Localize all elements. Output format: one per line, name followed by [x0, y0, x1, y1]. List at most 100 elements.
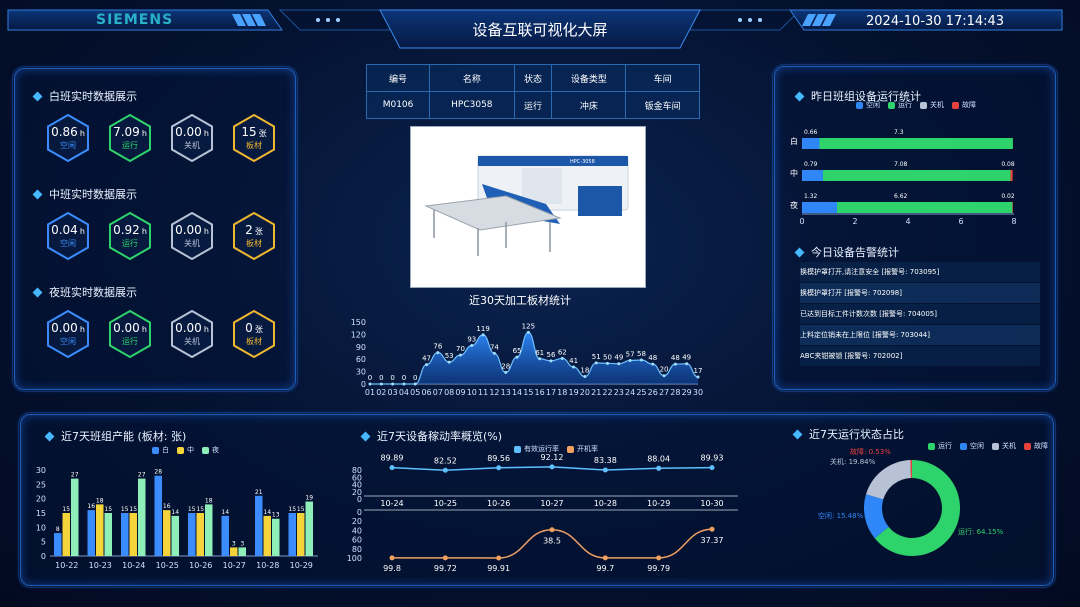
y-tick-label: 0 [357, 495, 362, 504]
bar-label: 14 [263, 509, 271, 516]
alarm-item[interactable]: 换模护罩打开,请注意安全 [报警号: 703095] [800, 262, 1040, 282]
metric-label: 运行 [122, 238, 138, 248]
metric-hexagon: 7.09 h 运行 [108, 114, 152, 162]
x-tick-label: 26 [648, 388, 658, 397]
data-label: 50 [603, 353, 612, 361]
x-tick-label: 21 [591, 388, 601, 397]
alarm-item[interactable]: ABC夹钳被锁 [报警号: 702002] [800, 346, 1040, 366]
table-cell: HPC3058 [429, 91, 515, 119]
legend-item[interactable]: 空闲 [856, 100, 880, 110]
bar [129, 513, 137, 556]
metric-label: 空闲 [60, 336, 76, 346]
y-tick-label: 0 [357, 508, 362, 517]
legend-item[interactable]: 故障 [1024, 441, 1048, 451]
stack-bar [822, 170, 1011, 181]
y-tick-label: 150 [351, 318, 366, 327]
metric-hexagon: 2 张板材 [232, 212, 276, 260]
data-point [549, 464, 555, 470]
bar-label: 27 [71, 472, 79, 479]
legend-item[interactable]: 关机 [992, 441, 1016, 451]
legend-item[interactable]: 空闲 [960, 441, 984, 451]
x-tick-label: 28 [670, 388, 680, 397]
data-label: 20 [660, 366, 669, 374]
table-header-cell: 编号 [365, 64, 431, 92]
y-tick-label: 30 [36, 466, 46, 475]
legend-item[interactable]: 中 [177, 445, 194, 455]
metric-hexagon: 0.00 h 空闲 [46, 310, 90, 358]
data-label: 51 [592, 353, 601, 361]
bar [255, 495, 263, 556]
legend-item[interactable]: 关机 [920, 100, 944, 110]
data-point [594, 361, 598, 365]
data-label: 48 [671, 354, 680, 362]
bar [62, 513, 70, 556]
category-label: 中 [790, 168, 798, 178]
x-tick-label: 24 [625, 388, 635, 397]
data-label: 65 [513, 347, 522, 355]
legend-item[interactable]: 开机率 [567, 444, 598, 454]
x-tick-label: 10-29 [647, 499, 670, 508]
data-label: 1.32 [804, 193, 818, 200]
legend-label: 空闲 [970, 442, 984, 450]
data-label: 49 [682, 354, 691, 362]
legend-item[interactable]: 故障 [952, 100, 976, 110]
oee-legend: 有效运行率 开机率 [514, 444, 598, 454]
legend-swatch [177, 446, 184, 454]
bar-label: 15 [62, 506, 70, 513]
x-tick-label: 10-24 [380, 499, 403, 508]
legend-item[interactable]: 运行 [928, 441, 952, 451]
metric-value: 0.00 h [175, 124, 209, 139]
x-tick-label: 25 [636, 388, 646, 397]
data-label: 56 [547, 351, 556, 359]
metric-label: 关机 [184, 238, 200, 248]
x-tick-label: 10 [467, 388, 477, 397]
alarm-item[interactable]: 换模护罩打开 [报警号: 702098] [800, 283, 1040, 303]
x-tick-label: 12 [489, 388, 499, 397]
y-tick-label: 120 [351, 330, 366, 339]
x-tick-label: 10-28 [594, 499, 617, 508]
data-point [602, 467, 608, 473]
y-tick-label: 0 [361, 380, 366, 389]
legend-item[interactable]: 白 [152, 445, 169, 455]
legend-item[interactable]: 运行 [888, 100, 912, 110]
data-point [685, 362, 689, 366]
data-label: 83.38 [594, 456, 617, 465]
alarm-item[interactable]: 已达到目标工件计数次数 [报警号: 704005] [800, 304, 1040, 324]
metric-label: 关机 [184, 140, 200, 150]
pie-slice [864, 494, 889, 539]
x-tick-label: 29 [682, 388, 692, 397]
legend-item[interactable]: 有效运行率 [514, 444, 559, 454]
data-point [656, 555, 662, 561]
legend-item[interactable]: 夜 [202, 445, 219, 455]
data-label: 47 [422, 355, 431, 363]
bar [205, 504, 213, 556]
alarm-item[interactable]: 上料定位销未在上限位 [报警号: 703044] [800, 325, 1040, 345]
bar [263, 515, 271, 556]
legend-label: 关机 [930, 101, 944, 109]
slice-label: 关机: 19.84% [830, 457, 876, 466]
data-point [389, 555, 395, 561]
x-tick-label: 10-28 [256, 561, 279, 570]
bar [96, 504, 104, 556]
data-point [628, 358, 632, 362]
bar [87, 510, 95, 556]
datetime: 2024-10-30 17:14:43 [866, 14, 1005, 29]
pie-title: 近7天运行状态占比 [792, 426, 904, 442]
legend-swatch [514, 445, 521, 453]
x-tick-label: 02 [376, 388, 386, 397]
x-tick-label: 01 [365, 388, 375, 397]
shift-title-text: 中班实时数据展示 [49, 188, 137, 201]
legend-label: 中 [187, 446, 194, 454]
data-point [389, 465, 395, 471]
data-label: 89.93 [701, 454, 724, 463]
data-point [496, 555, 502, 561]
data-point [492, 351, 496, 355]
metric-label: 板材 [246, 336, 262, 346]
oee-title: 近7天设备稼动率概览(%) [360, 428, 502, 444]
table-header-cell: 名称 [429, 64, 515, 92]
data-point [656, 465, 662, 471]
metric-hexagon: 15 张板材 [232, 114, 276, 162]
diamond-icon [32, 91, 43, 101]
shift-title: 夜班实时数据展示 [32, 284, 137, 300]
data-point [696, 375, 700, 379]
